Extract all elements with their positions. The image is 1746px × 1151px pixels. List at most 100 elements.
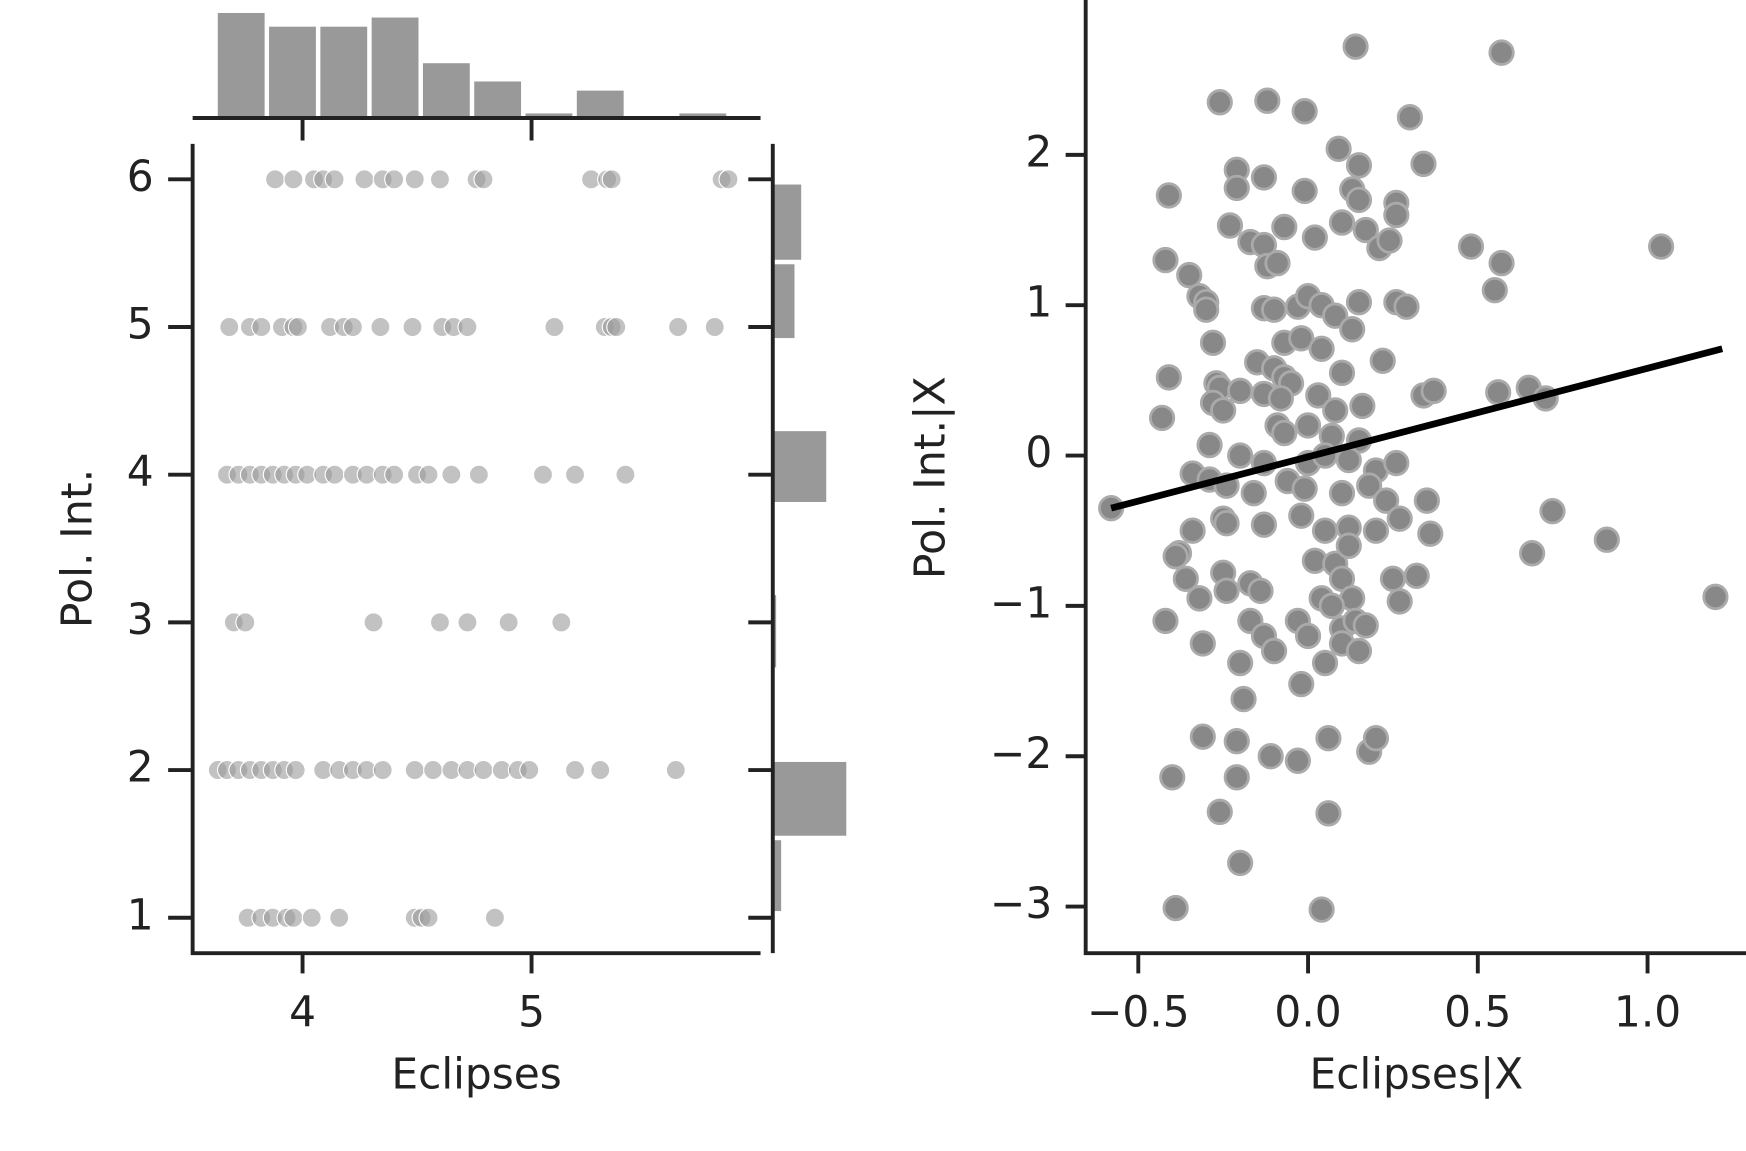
x-tick-label: 4 [289, 988, 316, 1037]
scatter-point [342, 316, 363, 338]
scatter-point [1420, 377, 1447, 405]
scatter-point [384, 464, 405, 485]
scatter-point [544, 316, 565, 338]
histogram-bar [772, 431, 827, 502]
scatter-point [457, 612, 478, 633]
scatter-point [1342, 33, 1369, 60]
scatter-point [1481, 276, 1508, 304]
scatter-point [1328, 359, 1356, 387]
scatter-point [1393, 293, 1420, 320]
scatter-point [1322, 302, 1349, 329]
scatter-point [363, 612, 384, 633]
scatter-point [1410, 150, 1437, 178]
scatter-point [1349, 392, 1376, 420]
scatter-point [1267, 385, 1294, 412]
y-tick-label: −1 [990, 579, 1052, 628]
histogram-bar [269, 26, 316, 119]
histogram-bar [772, 840, 782, 912]
x-axis-label: Eclipses [391, 1050, 561, 1099]
scatter-point [324, 169, 345, 190]
scatter-point [441, 464, 462, 485]
scatter-point [1325, 135, 1352, 163]
scatter-point [615, 464, 636, 485]
scatter-point [1379, 565, 1407, 593]
scatter-point [1362, 724, 1390, 752]
scatter-point [1291, 475, 1318, 502]
scatter-point [1206, 798, 1233, 826]
scatter-point [404, 759, 425, 781]
scatter-point [423, 759, 444, 781]
fit-line [1110, 345, 1724, 512]
scatter-point [283, 907, 304, 928]
scatter-point [1250, 511, 1278, 538]
x-tick-label: −0.5 [1087, 988, 1190, 1037]
scatter-point [1159, 764, 1186, 791]
scatter-point [1196, 431, 1223, 459]
scatter-point [329, 907, 350, 928]
x-tick-label: 5 [518, 988, 545, 1037]
scatter-point [1345, 152, 1373, 179]
scatter-point [384, 169, 405, 190]
scatter-point [1288, 502, 1315, 529]
scatter-point [1189, 630, 1216, 657]
histogram-bar [371, 17, 419, 119]
histogram-bar [422, 63, 470, 119]
scatter-point [1254, 87, 1281, 114]
scatter-point [287, 316, 308, 338]
scatter-point [429, 612, 450, 633]
scatter-point [372, 759, 393, 781]
scatter-point [429, 169, 450, 190]
scatter-point [1155, 182, 1182, 209]
scatter-point [1288, 670, 1315, 698]
scatter-point [1155, 364, 1182, 391]
scatter-point [1318, 592, 1345, 620]
scatter-point [1223, 727, 1250, 755]
scatter-point [1386, 588, 1413, 615]
scatter-point [1216, 212, 1244, 239]
y-tick-label: −3 [990, 880, 1052, 929]
scatter-point [484, 907, 505, 928]
scatter-point [1413, 487, 1440, 514]
scatter-point [1356, 472, 1383, 499]
scatter-point [324, 464, 345, 485]
scatter-point [301, 907, 322, 928]
histogram-bar [217, 12, 265, 119]
scatter-point [1189, 723, 1216, 750]
scatter-point [1485, 379, 1512, 406]
scatter-point [1186, 585, 1213, 612]
scatter-point [665, 759, 686, 781]
scatter-point [1199, 329, 1227, 356]
scatter-point [404, 169, 425, 190]
x-tick-label: 0.0 [1274, 988, 1341, 1037]
scatter-point [532, 464, 554, 485]
y-tick-label: 1 [127, 891, 154, 940]
scatter-point [1230, 685, 1257, 713]
scatter-point [1240, 479, 1267, 507]
scatter-point [468, 464, 489, 485]
scatter-point [1288, 325, 1315, 352]
y-axis-label: Pol. Int. [54, 469, 103, 628]
histogram-bar [772, 264, 795, 339]
scatter-point [718, 169, 739, 190]
scatter-point [1702, 583, 1729, 611]
scatter-point [1264, 249, 1291, 277]
scatter-point [1250, 164, 1278, 191]
histogram-bar [320, 26, 368, 119]
scatter-point [1352, 216, 1379, 244]
scatter-point [1206, 89, 1233, 116]
y-tick-label: 3 [127, 596, 154, 645]
scatter-point [606, 316, 627, 338]
scatter-point [370, 316, 391, 338]
scatter-point [1308, 335, 1335, 363]
scatter-point [1152, 246, 1179, 274]
y-tick-label: 2 [127, 743, 154, 792]
scatter-point [1345, 288, 1373, 316]
scatter-point [1227, 442, 1254, 469]
scatter-point [1417, 520, 1444, 547]
scatter-point [601, 169, 622, 190]
scatter-point [1345, 186, 1373, 214]
y-axis-label: Pol. Int.|X [907, 376, 956, 579]
scatter-point [1291, 177, 1318, 205]
scatter-point [1193, 296, 1220, 323]
scatter-point [1294, 622, 1322, 650]
